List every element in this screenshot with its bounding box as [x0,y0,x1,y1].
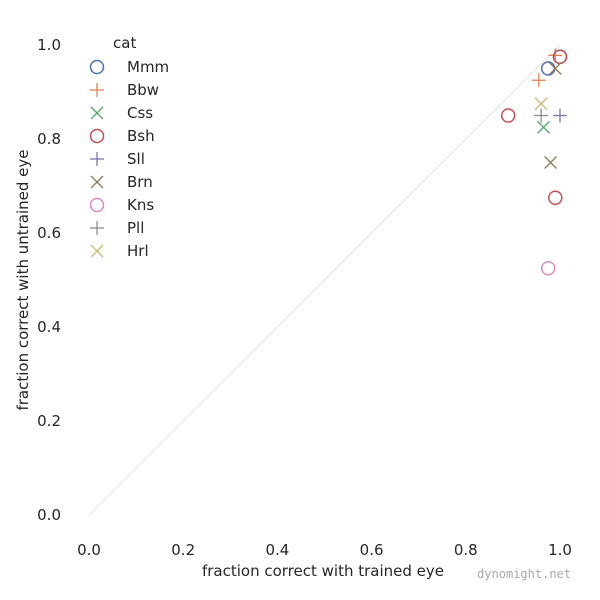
x-marker-icon [90,175,104,189]
data-point-mmm [540,61,556,76]
x-marker-icon [90,244,104,258]
x-tick-label: 0.2 [171,541,195,559]
legend-label: Mmm [127,58,169,76]
data-point-bbw [548,48,563,63]
x-tick-label: 0.6 [360,541,384,559]
x-marker-icon [90,106,104,120]
x-tick-label: 0.4 [265,541,289,559]
x-tick-label: 0.0 [77,541,101,559]
legend-item-bsh: Bsh [89,127,155,145]
data-point-bsh [500,108,516,123]
legend-item-bbw: Bbw [90,81,159,99]
legend-item-css: Css [90,104,153,122]
x-tick-label: 1.0 [548,541,572,559]
data-point-brn [548,62,562,75]
legend-title: cat [113,34,136,52]
circle-marker-icon [89,59,105,75]
y-tick-label: 0.8 [37,130,61,148]
diagonal-reference-line [88,44,561,516]
circle-marker-icon [89,128,105,144]
plus-marker-icon [90,83,104,97]
legend-item-pll: Pll [90,219,144,237]
plus-marker-icon [90,221,104,235]
circle-marker-icon [89,197,105,213]
legend-label: Css [127,104,153,122]
legend-label: Sll [127,150,145,168]
legend-label: Kns [127,196,154,214]
plus-marker-icon [90,152,104,166]
legend: cat Mmm Bbw Css Bsh Sll Brn Kns Pll Hrl [89,34,169,260]
data-point-css [537,120,550,134]
legend-label: Bbw [127,81,159,99]
legend-label: Bsh [127,127,155,145]
y-tick-label: 0.6 [37,224,61,242]
legend-label: Brn [127,173,153,191]
data-point-kns [540,261,556,276]
y-tick-label: 0.0 [37,506,61,524]
watermark: dynomight.net [477,567,571,581]
legend-item-hrl: Hrl [90,242,149,260]
x-axis-label: fraction correct with trained eye [202,562,444,580]
data-point-bsh [548,190,563,205]
y-tick-label: 0.2 [37,412,61,430]
legend-item-mmm: Mmm [89,58,169,76]
legend-item-sll: Sll [90,150,145,168]
legend-label: Pll [127,219,144,237]
data-point-sll [553,108,567,123]
y-axis-label: fraction correct with untrained eye [14,149,32,410]
data-point-hrl [534,97,548,111]
data-point-brn [544,156,558,169]
legend-item-brn: Brn [90,173,153,191]
x-tick-label: 0.8 [454,541,478,559]
legend-item-kns: Kns [89,196,154,214]
y-tick-label: 1.0 [37,36,61,54]
y-tick-label: 0.4 [37,318,61,336]
data-point-bbw [531,73,546,88]
legend-label: Hrl [127,242,149,260]
data-point-pll [534,108,549,123]
